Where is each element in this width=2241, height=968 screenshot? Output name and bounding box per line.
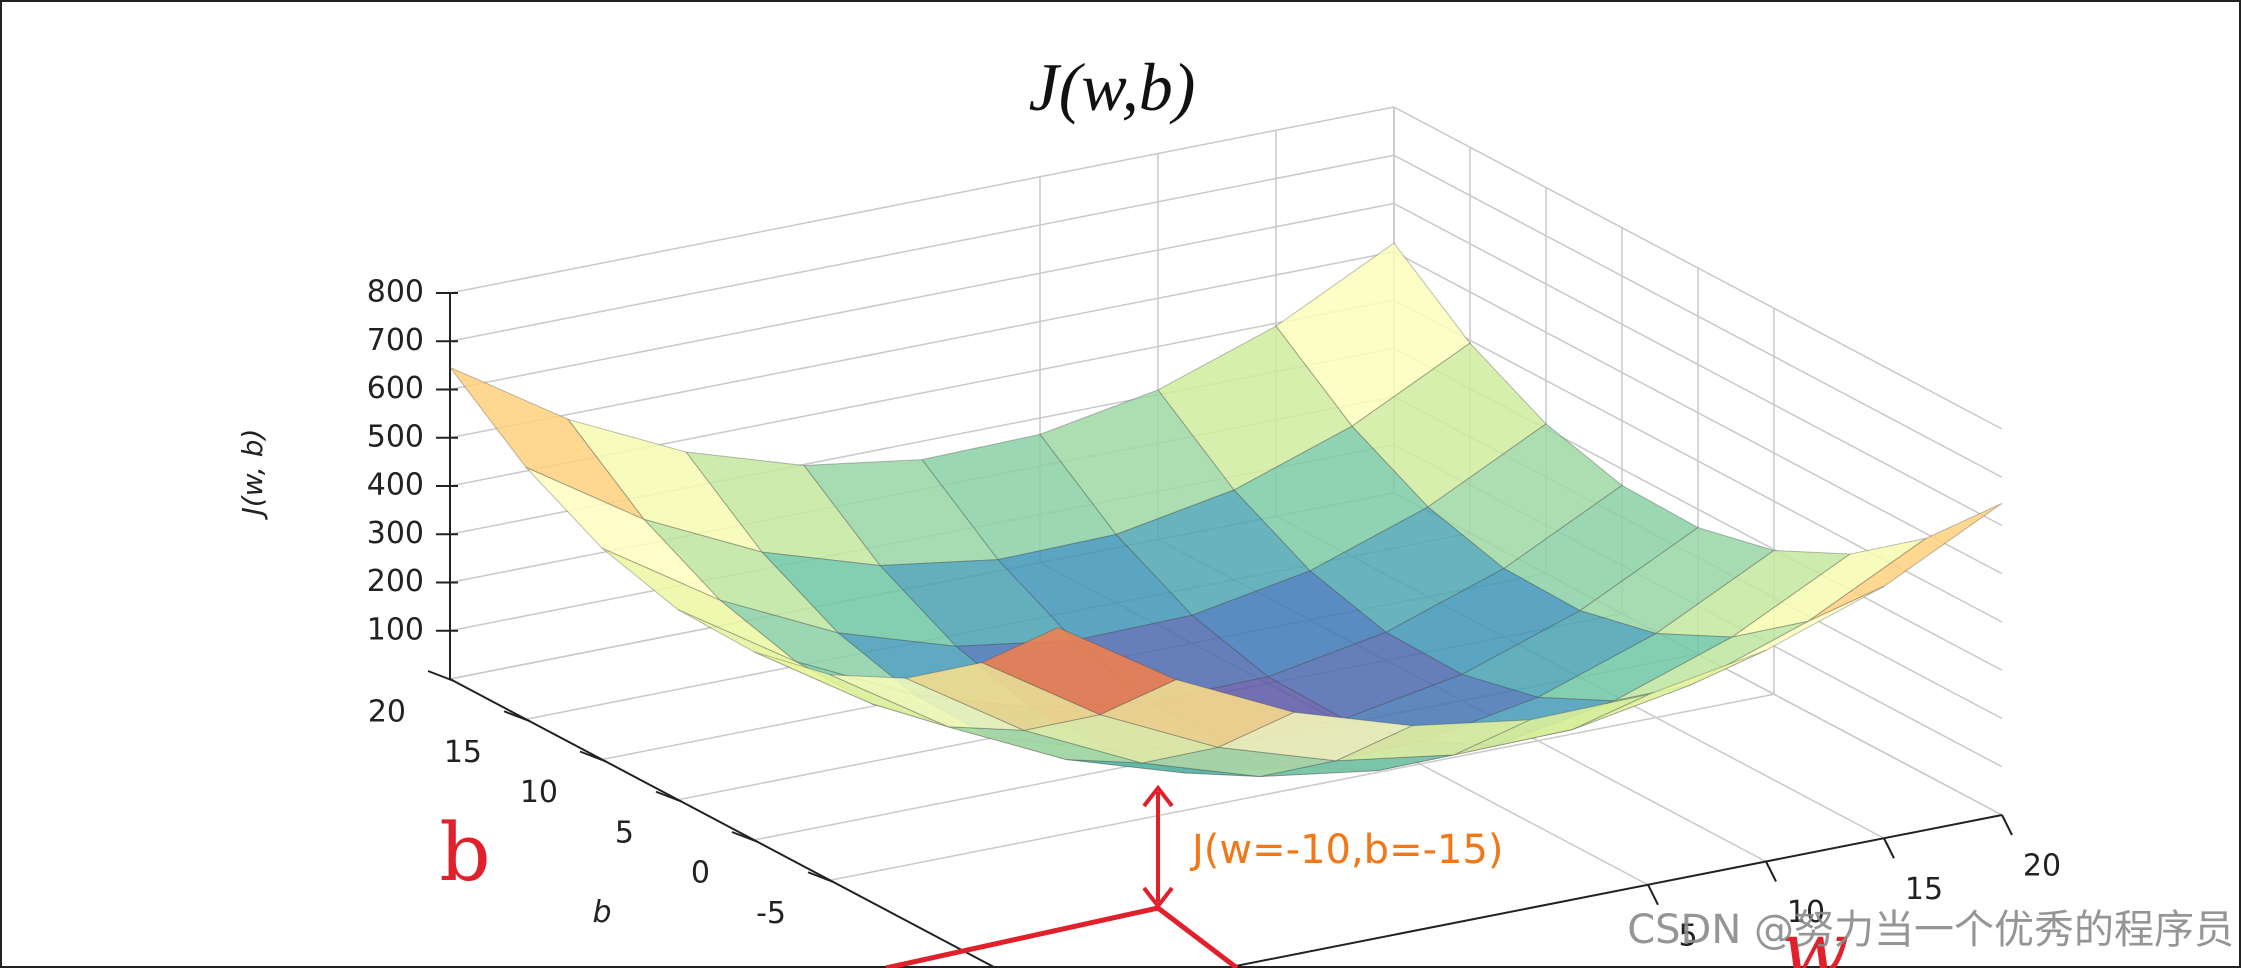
surface-cell <box>1503 484 1699 612</box>
y-tick-label: 15 <box>444 735 482 770</box>
surface-cell <box>1259 754 1455 777</box>
y-tick <box>503 710 531 723</box>
surface <box>448 242 2003 777</box>
z-tick-label: 100 <box>367 612 424 647</box>
x-tick <box>1647 884 1659 906</box>
x-tick-label: 10 <box>1787 895 1825 930</box>
grid-line <box>449 202 1395 391</box>
y-tick-label: 10 <box>520 775 558 810</box>
z-tick-label: 800 <box>367 275 424 310</box>
y-tick-label: 0 <box>691 856 710 891</box>
surface-cell <box>1351 342 1547 508</box>
surface-cell <box>1216 711 1414 762</box>
x-tick <box>2001 814 2013 836</box>
grid-line <box>829 693 1775 881</box>
surface-cell <box>1157 325 1353 491</box>
y-tick <box>655 790 683 803</box>
y-tick <box>427 670 455 682</box>
surface-cell <box>525 466 721 601</box>
surface-cell <box>1233 425 1429 572</box>
labels: 100 200 300 400 500 600 700 800 -5 0 5 10 15 20 5 10 15 2… <box>367 275 2061 954</box>
handwritten-w: w <box>1781 904 1849 968</box>
annotation: J(w=-10,b=-15) <box>885 784 1504 968</box>
x-tick <box>1765 861 1777 882</box>
grid-line <box>449 106 1395 294</box>
z-tick-label: 500 <box>367 419 424 454</box>
surface-cell <box>1065 758 1261 777</box>
z-tick-label: 700 <box>367 323 424 358</box>
y-axis-label: b <box>592 895 611 930</box>
x-tick <box>1883 837 1895 859</box>
surface-cell <box>1689 585 1885 686</box>
x-tick-label: 20 <box>2023 849 2061 884</box>
y-tick-label: -5 <box>756 896 786 931</box>
watermark: CSDN @努力当一个优秀的程序员 <box>1627 907 2234 953</box>
y-tick-label: 20 <box>368 695 406 730</box>
surface-cell <box>980 626 1178 716</box>
surface-cell <box>1191 570 1387 678</box>
surface-cell <box>1427 423 1623 570</box>
y-tick <box>807 871 835 884</box>
surface-cell <box>1578 527 1776 635</box>
floor-lines <box>885 905 1239 968</box>
surface-cell <box>1266 631 1464 720</box>
surface-cell <box>1115 489 1311 616</box>
surface-cell <box>1309 506 1505 633</box>
z-tick-label: 400 <box>367 468 424 503</box>
surface-cell <box>1039 389 1235 536</box>
z-tick-label: 300 <box>367 516 424 551</box>
handwritten-b: b <box>439 806 490 899</box>
x-tick-label: 5 <box>1678 918 1697 953</box>
surface-cell <box>947 726 1143 764</box>
surface-cell <box>753 651 949 728</box>
z-axis-label: J(w, b) <box>236 429 269 521</box>
x-axis <box>1220 814 2003 968</box>
grid-line <box>449 251 1395 439</box>
y-tick <box>731 831 759 843</box>
x-tick-label: 15 <box>1905 872 1943 907</box>
z-tick-label: 200 <box>367 564 424 599</box>
surface-cell <box>1384 567 1582 676</box>
surface-cell <box>1098 679 1296 748</box>
point-label: J(w=-10,b=-15) <box>1189 827 1504 873</box>
surface-cell <box>1141 746 1337 777</box>
chart-title: J(w,b) <box>1029 49 1196 125</box>
z-tick-label: 600 <box>367 371 424 406</box>
y-tick-label: 5 <box>615 815 634 850</box>
grid-line <box>449 154 1395 342</box>
surface-cell <box>1460 610 1658 698</box>
y-tick <box>579 750 607 763</box>
surface-cell <box>1275 242 1471 427</box>
